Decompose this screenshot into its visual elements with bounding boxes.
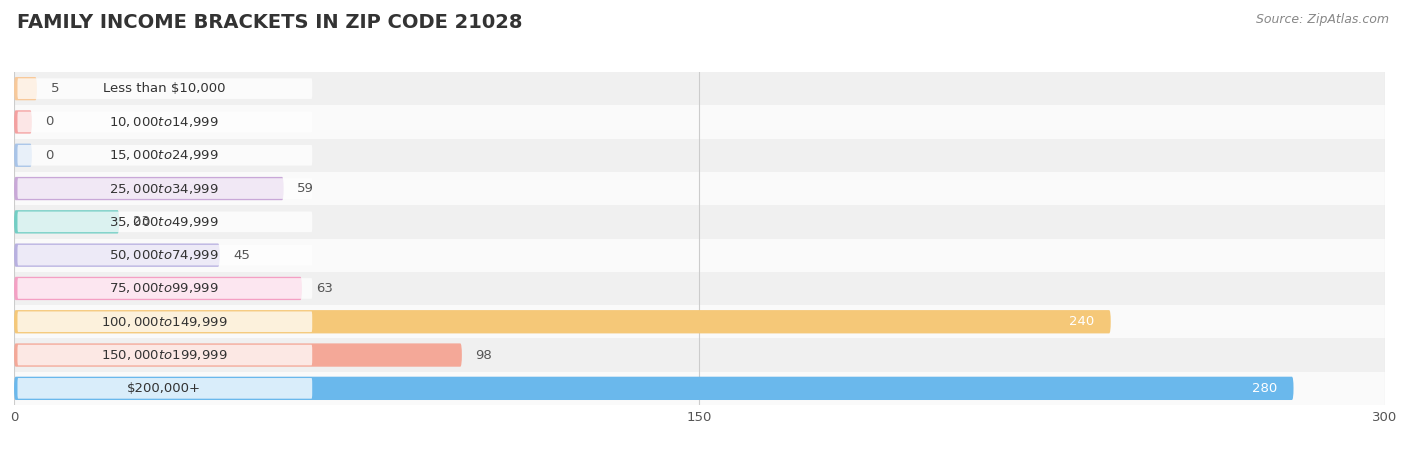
FancyBboxPatch shape bbox=[4, 372, 1395, 405]
FancyBboxPatch shape bbox=[4, 72, 1395, 105]
Text: 280: 280 bbox=[1251, 382, 1277, 395]
FancyBboxPatch shape bbox=[17, 378, 312, 399]
Text: 0: 0 bbox=[45, 116, 53, 128]
FancyBboxPatch shape bbox=[17, 145, 312, 166]
FancyBboxPatch shape bbox=[4, 172, 1395, 205]
FancyBboxPatch shape bbox=[14, 144, 32, 167]
FancyBboxPatch shape bbox=[14, 343, 463, 367]
Text: FAMILY INCOME BRACKETS IN ZIP CODE 21028: FAMILY INCOME BRACKETS IN ZIP CODE 21028 bbox=[17, 14, 523, 32]
Text: 23: 23 bbox=[134, 216, 150, 228]
Text: Source: ZipAtlas.com: Source: ZipAtlas.com bbox=[1256, 14, 1389, 27]
Text: $50,000 to $74,999: $50,000 to $74,999 bbox=[110, 248, 219, 262]
Text: 59: 59 bbox=[298, 182, 315, 195]
FancyBboxPatch shape bbox=[17, 311, 312, 332]
Text: Less than $10,000: Less than $10,000 bbox=[103, 82, 225, 95]
FancyBboxPatch shape bbox=[14, 377, 1294, 400]
FancyBboxPatch shape bbox=[17, 245, 312, 266]
FancyBboxPatch shape bbox=[4, 272, 1395, 305]
Text: 63: 63 bbox=[316, 282, 333, 295]
FancyBboxPatch shape bbox=[17, 345, 312, 365]
Text: $150,000 to $199,999: $150,000 to $199,999 bbox=[101, 348, 228, 362]
Text: 0: 0 bbox=[45, 149, 53, 162]
FancyBboxPatch shape bbox=[17, 212, 312, 232]
FancyBboxPatch shape bbox=[17, 112, 312, 132]
FancyBboxPatch shape bbox=[14, 277, 302, 300]
Text: $35,000 to $49,999: $35,000 to $49,999 bbox=[110, 215, 219, 229]
FancyBboxPatch shape bbox=[4, 238, 1395, 272]
FancyBboxPatch shape bbox=[4, 205, 1395, 239]
Text: $100,000 to $149,999: $100,000 to $149,999 bbox=[101, 315, 228, 329]
FancyBboxPatch shape bbox=[14, 210, 120, 234]
FancyBboxPatch shape bbox=[4, 305, 1395, 338]
Text: 45: 45 bbox=[233, 249, 250, 261]
Text: $200,000+: $200,000+ bbox=[127, 382, 201, 395]
FancyBboxPatch shape bbox=[14, 110, 32, 134]
FancyBboxPatch shape bbox=[17, 178, 312, 199]
Text: 98: 98 bbox=[475, 349, 492, 361]
FancyBboxPatch shape bbox=[14, 310, 1111, 333]
Text: $75,000 to $99,999: $75,000 to $99,999 bbox=[110, 281, 219, 296]
FancyBboxPatch shape bbox=[14, 177, 284, 200]
FancyBboxPatch shape bbox=[4, 105, 1395, 139]
FancyBboxPatch shape bbox=[17, 78, 312, 99]
FancyBboxPatch shape bbox=[17, 278, 312, 299]
Text: 240: 240 bbox=[1069, 315, 1094, 328]
Text: 5: 5 bbox=[51, 82, 59, 95]
FancyBboxPatch shape bbox=[14, 77, 37, 100]
Text: $15,000 to $24,999: $15,000 to $24,999 bbox=[110, 148, 219, 162]
FancyBboxPatch shape bbox=[14, 243, 219, 267]
FancyBboxPatch shape bbox=[4, 139, 1395, 172]
Text: $10,000 to $14,999: $10,000 to $14,999 bbox=[110, 115, 219, 129]
Text: $25,000 to $34,999: $25,000 to $34,999 bbox=[110, 181, 219, 196]
FancyBboxPatch shape bbox=[4, 338, 1395, 372]
